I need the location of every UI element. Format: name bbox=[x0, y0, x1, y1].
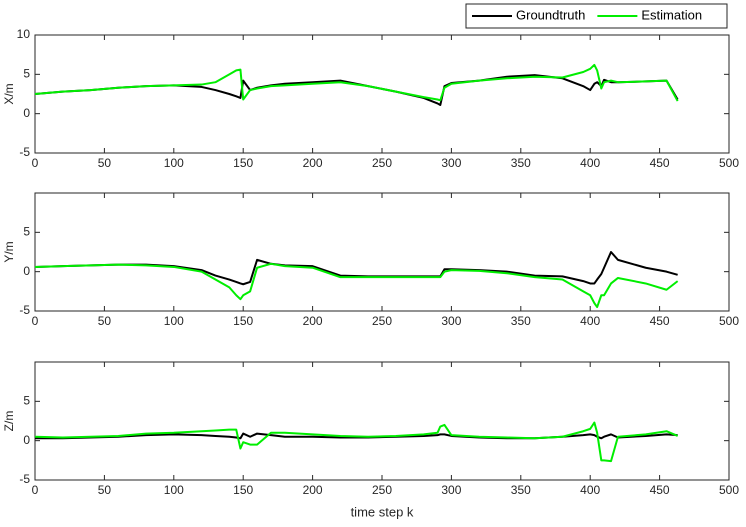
y-tick-label: 5 bbox=[23, 67, 30, 81]
data-line bbox=[34, 262, 679, 309]
x-tick-label: 500 bbox=[719, 314, 739, 328]
x-tick-label: 0 bbox=[32, 314, 39, 328]
x-tick-label: 400 bbox=[580, 314, 600, 328]
data-line bbox=[35, 432, 678, 440]
x-tick-label: 100 bbox=[164, 483, 184, 497]
x-tick-label: 250 bbox=[372, 483, 392, 497]
x-tick-label: 200 bbox=[303, 156, 323, 170]
x-tick-label: 300 bbox=[441, 156, 461, 170]
x-axis-label: time step k bbox=[351, 504, 414, 519]
y-tick-label: -5 bbox=[19, 145, 30, 159]
y-tick-label: 0 bbox=[23, 106, 30, 120]
y-axis-label: Y/m bbox=[2, 241, 16, 262]
y-axis-label: X/m bbox=[2, 83, 16, 104]
x-tick-label: 450 bbox=[650, 483, 670, 497]
y-tick-label: -5 bbox=[19, 303, 30, 317]
x-tick-label: 450 bbox=[650, 314, 670, 328]
data-line bbox=[34, 421, 679, 463]
x-tick-label: 400 bbox=[580, 156, 600, 170]
x-tick-label: 200 bbox=[303, 483, 323, 497]
x-tick-label: 150 bbox=[233, 156, 253, 170]
y-tick-label: 0 bbox=[23, 433, 30, 447]
x-tick-label: 300 bbox=[441, 483, 461, 497]
x-tick-label: 500 bbox=[719, 156, 739, 170]
x-tick-label: 400 bbox=[580, 483, 600, 497]
x-tick-label: 250 bbox=[372, 156, 392, 170]
x-tick-label: 100 bbox=[164, 314, 184, 328]
x-tick-label: 50 bbox=[98, 156, 112, 170]
plot-area bbox=[34, 192, 730, 312]
x-tick-label: 500 bbox=[719, 483, 739, 497]
x-tick-label: 0 bbox=[32, 483, 39, 497]
y-tick-label: 10 bbox=[17, 27, 31, 41]
x-tick-label: 300 bbox=[441, 314, 461, 328]
y-axis-label: Z/m bbox=[2, 411, 16, 432]
y-tick-label: 5 bbox=[23, 225, 30, 239]
x-tick-label: 350 bbox=[511, 314, 531, 328]
y-tick-label: 5 bbox=[23, 394, 30, 408]
x-tick-label: 350 bbox=[511, 156, 531, 170]
legend-label: Estimation bbox=[641, 7, 702, 22]
x-tick-label: 250 bbox=[372, 314, 392, 328]
data-line bbox=[34, 63, 679, 102]
x-tick-label: 100 bbox=[164, 156, 184, 170]
x-tick-label: 350 bbox=[511, 483, 531, 497]
x-tick-label: 150 bbox=[233, 483, 253, 497]
y-tick-label: 0 bbox=[23, 264, 30, 278]
plot-area bbox=[34, 34, 730, 154]
x-tick-label: 450 bbox=[650, 156, 670, 170]
x-tick-label: 50 bbox=[98, 314, 112, 328]
plot-area bbox=[34, 361, 730, 481]
x-tick-label: 150 bbox=[233, 314, 253, 328]
x-tick-label: 0 bbox=[32, 156, 39, 170]
x-tick-label: 200 bbox=[303, 314, 323, 328]
x-tick-label: 50 bbox=[98, 483, 112, 497]
legend-label: Groundtruth bbox=[516, 7, 585, 22]
y-tick-label: -5 bbox=[19, 472, 30, 486]
